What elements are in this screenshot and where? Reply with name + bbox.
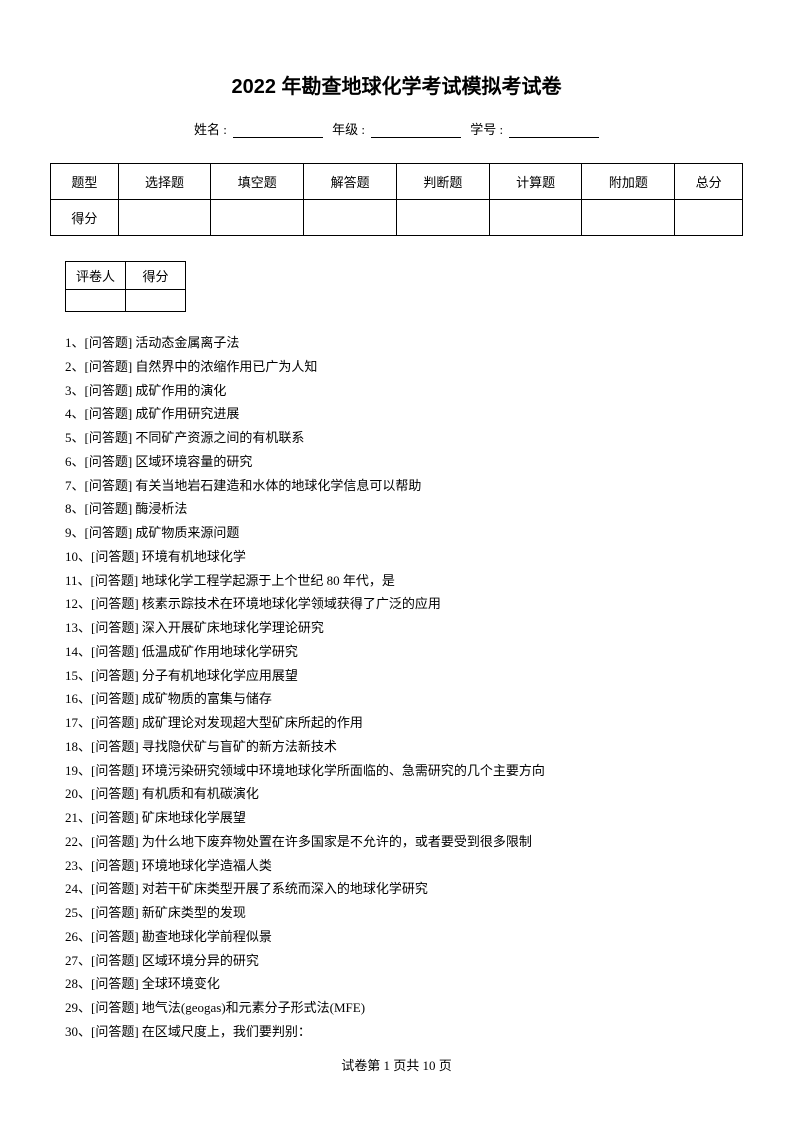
- question-item: 6、[问答题] 区域环境容量的研究: [65, 451, 743, 474]
- score-cell: [396, 200, 489, 236]
- score-row-label: 得分: [51, 200, 119, 236]
- question-item: 24、[问答题] 对若干矿床类型开展了系统而深入的地球化学研究: [65, 878, 743, 901]
- grader-score-blank: [126, 290, 186, 312]
- exam-title: 2022 年勘查地球化学考试模拟考试卷: [50, 70, 743, 99]
- grader-label: 评卷人: [66, 262, 126, 290]
- question-item: 28、[问答题] 全球环境变化: [65, 973, 743, 996]
- question-item: 13、[问答题] 深入开展矿床地球化学理论研究: [65, 617, 743, 640]
- score-cell: [304, 200, 397, 236]
- question-item: 8、[问答题] 酶浸析法: [65, 498, 743, 521]
- question-item: 20、[问答题] 有机质和有机碳演化: [65, 783, 743, 806]
- header-type: 题型: [51, 164, 119, 200]
- question-item: 18、[问答题] 寻找隐伏矿与盲矿的新方法新技术: [65, 736, 743, 759]
- grade-blank: [371, 124, 461, 138]
- header-extra: 附加题: [582, 164, 675, 200]
- header-fill: 填空题: [211, 164, 304, 200]
- page-footer: 试卷第 1 页共 10 页: [0, 1055, 793, 1074]
- score-table: 题型 选择题 填空题 解答题 判断题 计算题 附加题 总分 得分: [50, 163, 743, 236]
- score-cell: [582, 200, 675, 236]
- question-item: 27、[问答题] 区域环境分异的研究: [65, 950, 743, 973]
- header-solve: 解答题: [304, 164, 397, 200]
- student-info-line: 姓名 : 年级 : 学号 :: [50, 119, 743, 138]
- question-item: 7、[问答题] 有关当地岩石建造和水体的地球化学信息可以帮助: [65, 475, 743, 498]
- question-item: 19、[问答题] 环境污染研究领域中环境地球化学所面临的、急需研究的几个主要方向: [65, 760, 743, 783]
- question-item: 16、[问答题] 成矿物质的富集与储存: [65, 688, 743, 711]
- question-item: 17、[问答题] 成矿理论对发现超大型矿床所起的作用: [65, 712, 743, 735]
- question-item: 21、[问答题] 矿床地球化学展望: [65, 807, 743, 830]
- question-item: 22、[问答题] 为什么地下废弃物处置在许多国家是不允许的，或者要受到很多限制: [65, 831, 743, 854]
- question-item: 15、[问答题] 分子有机地球化学应用展望: [65, 665, 743, 688]
- question-item: 11、[问答题] 地球化学工程学起源于上个世纪 80 年代，是: [65, 570, 743, 593]
- score-cell: [489, 200, 582, 236]
- question-item: 5、[问答题] 不同矿产资源之间的有机联系: [65, 427, 743, 450]
- header-judge: 判断题: [396, 164, 489, 200]
- name-blank: [233, 124, 323, 138]
- question-item: 9、[问答题] 成矿物质来源问题: [65, 522, 743, 545]
- question-item: 25、[问答题] 新矿床类型的发现: [65, 902, 743, 925]
- header-choice: 选择题: [118, 164, 211, 200]
- score-cell: [675, 200, 743, 236]
- header-total: 总分: [675, 164, 743, 200]
- question-item: 10、[问答题] 环境有机地球化学: [65, 546, 743, 569]
- header-calc: 计算题: [489, 164, 582, 200]
- name-label: 姓名 :: [194, 122, 227, 137]
- grader-table: 评卷人 得分: [65, 261, 186, 312]
- student-id-label: 学号 :: [470, 122, 503, 137]
- question-item: 30、[问答题] 在区域尺度上，我们要判别：: [65, 1021, 743, 1044]
- question-item: 3、[问答题] 成矿作用的演化: [65, 380, 743, 403]
- student-id-blank: [509, 124, 599, 138]
- grader-blank: [66, 290, 126, 312]
- question-item: 4、[问答题] 成矿作用研究进展: [65, 403, 743, 426]
- grader-score-label: 得分: [126, 262, 186, 290]
- score-cell: [211, 200, 304, 236]
- questions-list: 1、[问答题] 活动态金属离子法 2、[问答题] 自然界中的浓缩作用已广为人知 …: [50, 332, 743, 1044]
- question-item: 1、[问答题] 活动态金属离子法: [65, 332, 743, 355]
- question-item: 2、[问答题] 自然界中的浓缩作用已广为人知: [65, 356, 743, 379]
- score-table-header-row: 题型 选择题 填空题 解答题 判断题 计算题 附加题 总分: [51, 164, 743, 200]
- question-item: 23、[问答题] 环境地球化学造福人类: [65, 855, 743, 878]
- question-item: 14、[问答题] 低温成矿作用地球化学研究: [65, 641, 743, 664]
- question-item: 12、[问答题] 核素示踪技术在环境地球化学领域获得了广泛的应用: [65, 593, 743, 616]
- score-cell: [118, 200, 211, 236]
- score-table-score-row: 得分: [51, 200, 743, 236]
- question-item: 29、[问答题] 地气法(geogas)和元素分子形式法(MFE): [65, 997, 743, 1020]
- question-item: 26、[问答题] 勘查地球化学前程似景: [65, 926, 743, 949]
- grade-label: 年级 :: [332, 122, 365, 137]
